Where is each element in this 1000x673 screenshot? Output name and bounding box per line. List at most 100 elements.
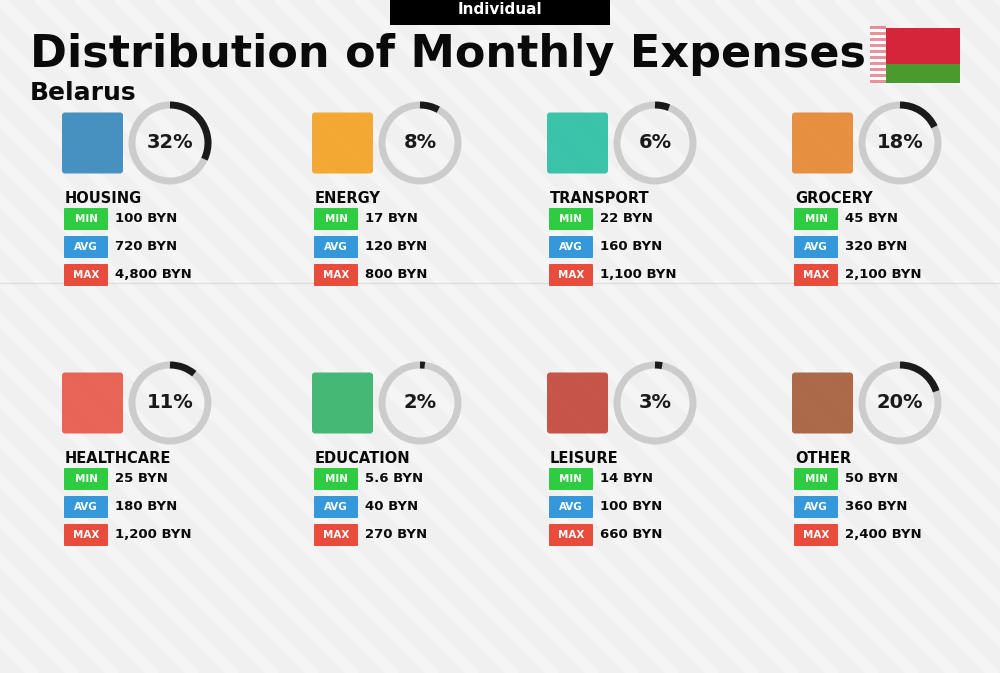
Text: MAX: MAX [803,530,829,540]
FancyBboxPatch shape [549,468,593,490]
Text: 180 BYN: 180 BYN [115,501,177,513]
FancyBboxPatch shape [312,112,373,174]
Text: ENERGY: ENERGY [315,191,381,206]
FancyBboxPatch shape [794,208,838,230]
Text: MAX: MAX [323,530,349,540]
Text: 100 BYN: 100 BYN [115,213,177,225]
Text: MAX: MAX [73,270,99,280]
FancyBboxPatch shape [794,496,838,518]
FancyBboxPatch shape [870,26,886,29]
Text: 17 BYN: 17 BYN [365,213,418,225]
Text: MAX: MAX [558,530,584,540]
Text: MIN: MIN [560,474,582,484]
FancyBboxPatch shape [870,28,886,83]
FancyBboxPatch shape [64,264,108,286]
FancyBboxPatch shape [312,372,373,433]
FancyBboxPatch shape [870,32,886,35]
FancyBboxPatch shape [792,372,853,433]
Text: AVG: AVG [324,242,348,252]
Text: 3%: 3% [639,394,672,413]
Text: MIN: MIN [804,214,828,224]
FancyBboxPatch shape [314,524,358,546]
FancyBboxPatch shape [64,468,108,490]
Text: 50 BYN: 50 BYN [845,472,898,485]
FancyBboxPatch shape [870,80,886,83]
FancyBboxPatch shape [870,74,886,77]
Text: MIN: MIN [804,474,828,484]
Text: 4,800 BYN: 4,800 BYN [115,269,192,281]
Text: MIN: MIN [324,214,348,224]
Text: 320 BYN: 320 BYN [845,240,907,254]
Text: 100 BYN: 100 BYN [600,501,662,513]
FancyBboxPatch shape [62,372,123,433]
Text: Belarus: Belarus [30,81,137,105]
FancyBboxPatch shape [792,112,853,174]
Text: AVG: AVG [559,502,583,512]
Text: 720 BYN: 720 BYN [115,240,177,254]
Text: 2,100 BYN: 2,100 BYN [845,269,922,281]
FancyBboxPatch shape [390,0,610,25]
FancyBboxPatch shape [549,524,593,546]
Text: 20%: 20% [877,394,923,413]
Text: AVG: AVG [74,502,98,512]
FancyBboxPatch shape [870,50,886,53]
FancyBboxPatch shape [870,64,960,83]
Text: MIN: MIN [74,214,98,224]
FancyBboxPatch shape [870,28,960,64]
Text: 45 BYN: 45 BYN [845,213,898,225]
Text: 6%: 6% [638,133,672,153]
Text: 660 BYN: 660 BYN [600,528,662,542]
Text: 8%: 8% [403,133,437,153]
FancyBboxPatch shape [314,208,358,230]
FancyBboxPatch shape [547,112,608,174]
Text: 14 BYN: 14 BYN [600,472,653,485]
FancyBboxPatch shape [870,62,886,65]
Text: 270 BYN: 270 BYN [365,528,427,542]
Text: 25 BYN: 25 BYN [115,472,168,485]
Text: Individual: Individual [458,1,542,17]
FancyBboxPatch shape [794,524,838,546]
Text: AVG: AVG [74,242,98,252]
Text: MAX: MAX [323,270,349,280]
Text: AVG: AVG [559,242,583,252]
Text: Distribution of Monthly Expenses: Distribution of Monthly Expenses [30,34,866,77]
Text: 2%: 2% [403,394,437,413]
Text: 1,100 BYN: 1,100 BYN [600,269,676,281]
FancyBboxPatch shape [314,468,358,490]
FancyBboxPatch shape [794,264,838,286]
Text: EDUCATION: EDUCATION [315,451,411,466]
Text: 160 BYN: 160 BYN [600,240,662,254]
FancyBboxPatch shape [549,264,593,286]
Text: AVG: AVG [804,242,828,252]
Text: 32%: 32% [147,133,193,153]
Text: TRANSPORT: TRANSPORT [550,191,650,206]
Text: 5.6 BYN: 5.6 BYN [365,472,423,485]
Text: 120 BYN: 120 BYN [365,240,427,254]
FancyBboxPatch shape [549,496,593,518]
FancyBboxPatch shape [314,496,358,518]
FancyBboxPatch shape [64,208,108,230]
FancyBboxPatch shape [870,44,886,47]
FancyBboxPatch shape [314,236,358,258]
FancyBboxPatch shape [870,68,886,71]
FancyBboxPatch shape [794,468,838,490]
FancyBboxPatch shape [870,56,886,59]
Text: AVG: AVG [804,502,828,512]
FancyBboxPatch shape [870,38,886,41]
Text: 18%: 18% [877,133,923,153]
Text: 2,400 BYN: 2,400 BYN [845,528,922,542]
FancyBboxPatch shape [549,236,593,258]
FancyBboxPatch shape [794,236,838,258]
Text: MIN: MIN [74,474,98,484]
Text: AVG: AVG [324,502,348,512]
Text: MAX: MAX [73,530,99,540]
Text: GROCERY: GROCERY [795,191,873,206]
Text: HOUSING: HOUSING [65,191,142,206]
FancyBboxPatch shape [547,372,608,433]
FancyBboxPatch shape [549,208,593,230]
Text: LEISURE: LEISURE [550,451,619,466]
Text: 800 BYN: 800 BYN [365,269,427,281]
Text: MAX: MAX [558,270,584,280]
Text: 11%: 11% [147,394,193,413]
FancyBboxPatch shape [62,112,123,174]
